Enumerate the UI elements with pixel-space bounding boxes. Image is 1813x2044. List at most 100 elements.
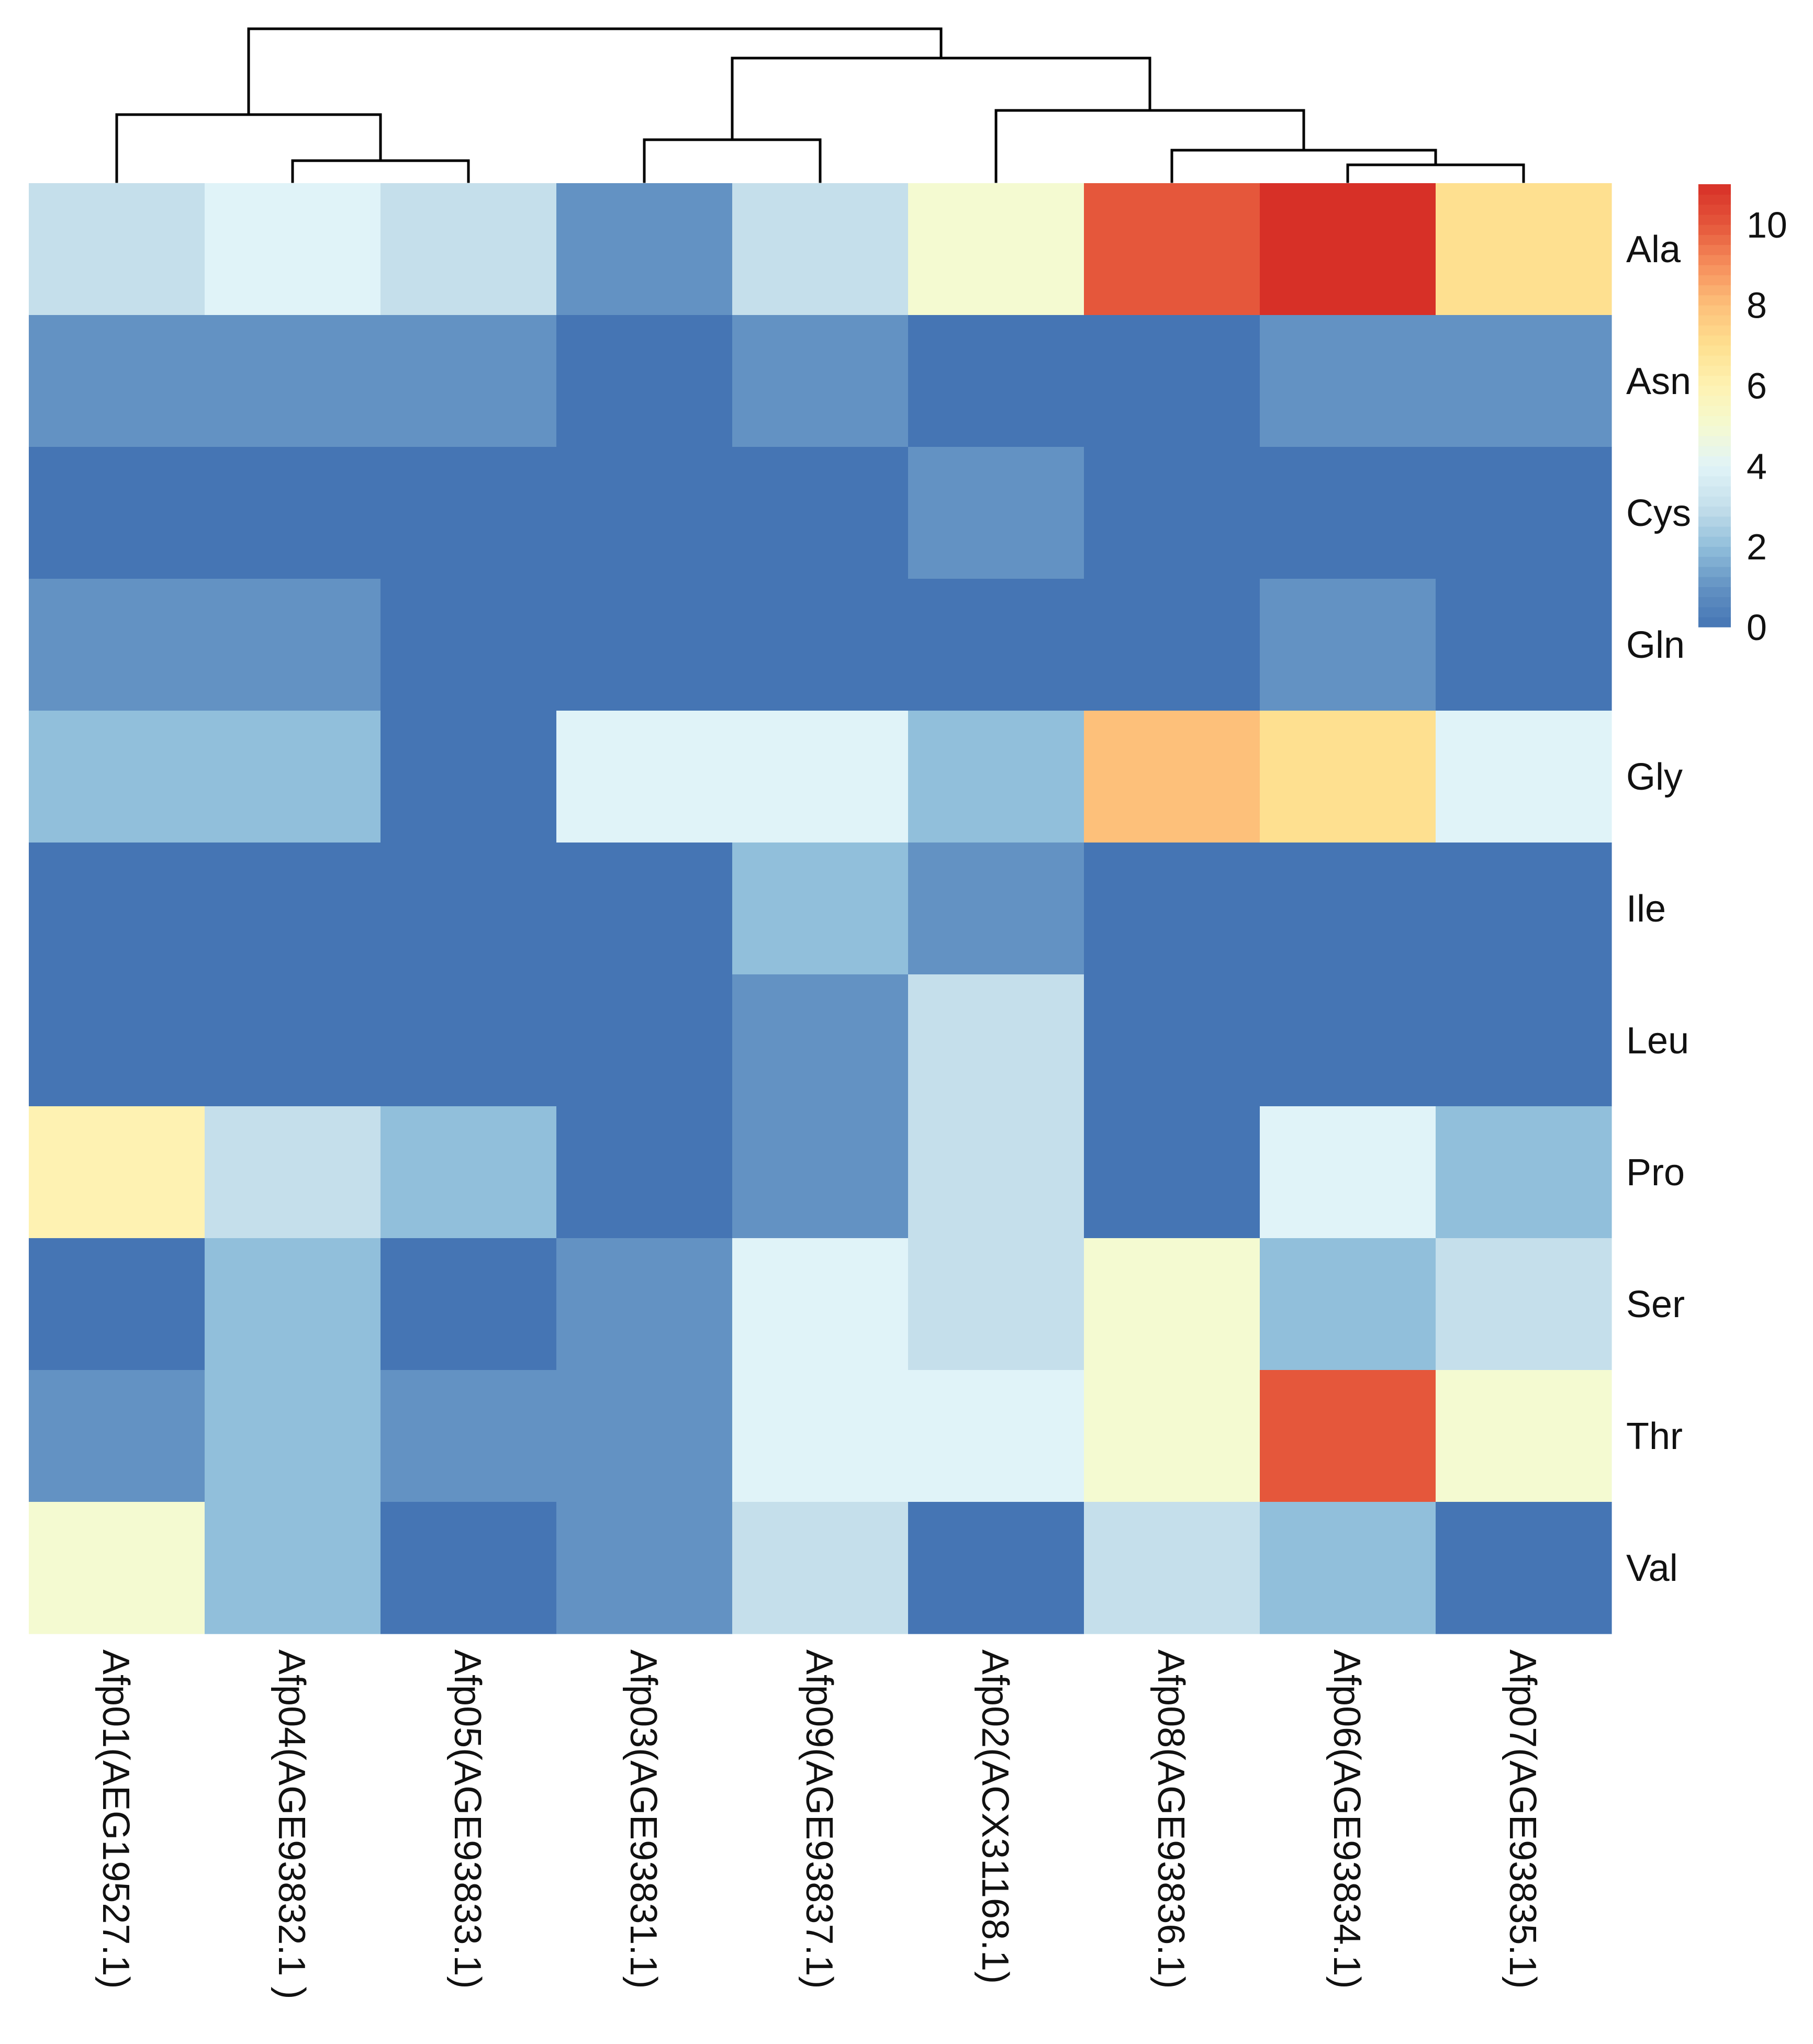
heatmap-cell-leu-5 (732, 974, 909, 1107)
legend-color-step (1698, 415, 1731, 426)
heatmap-cell-pro-9 (1436, 1106, 1612, 1239)
heatmap-cell-asn-5 (732, 315, 909, 447)
heatmap-cell-gly-1 (29, 711, 205, 843)
heatmap-cell-val-5 (732, 1502, 909, 1634)
legend-color-step (1698, 234, 1731, 245)
column-label: Afp02(ACX31168.1) (974, 1649, 1016, 1984)
heatmap-cell-ser-3 (380, 1238, 557, 1371)
heatmap-cell-thr-2 (205, 1370, 381, 1502)
legend-color-step (1698, 305, 1731, 316)
legend-color-step (1698, 345, 1731, 356)
heatmap-cell-val-7 (1084, 1502, 1260, 1634)
heatmap-cell-ala-4 (556, 183, 733, 316)
heatmap-cell-gln-4 (556, 579, 733, 711)
legend-color-step (1698, 425, 1731, 436)
row-label: Cys (1626, 492, 1691, 534)
dendrogram-branch (247, 27, 943, 116)
legend-color-step (1698, 214, 1731, 225)
color-legend: 0 2 4 6 8 10 (1698, 184, 1787, 648)
heatmap-cell-ser-2 (205, 1238, 381, 1371)
legend-tick-label: 4 (1747, 446, 1767, 487)
legend-color-step (1698, 254, 1731, 265)
legend-color-step (1698, 184, 1731, 195)
row-label: Ile (1626, 888, 1666, 930)
heatmap-cell-pro-4 (556, 1106, 733, 1239)
column-label: Afp08(AGE93836.1) (1150, 1649, 1192, 1989)
heatmap-cell-gln-5 (732, 579, 909, 711)
legend-tick-label: 10 (1747, 205, 1787, 245)
heatmap-cell-ala-7 (1084, 183, 1260, 316)
dendrogram-branch (115, 113, 382, 183)
heatmap-cell-cys-3 (380, 447, 557, 579)
legend-color-step (1698, 556, 1731, 567)
heatmap-cell-thr-8 (1260, 1370, 1436, 1502)
legend-color-step (1698, 546, 1731, 557)
heatmap-cell-leu-1 (29, 974, 205, 1107)
legend-color-step (1698, 466, 1731, 477)
column-label: Afp06(AGE93834.1) (1326, 1649, 1368, 1989)
heatmap-cell-asn-1 (29, 315, 205, 447)
heatmap-cell-ala-9 (1436, 183, 1612, 316)
legend-tick-label: 8 (1747, 285, 1767, 326)
legend-color-step (1698, 476, 1731, 487)
heatmap-cell-gly-7 (1084, 711, 1260, 843)
heatmap-cell-pro-7 (1084, 1106, 1260, 1239)
heatmap-cell-thr-7 (1084, 1370, 1260, 1502)
heatmap-cell-ile-4 (556, 843, 733, 975)
row-label: Pro (1626, 1152, 1685, 1194)
legend-color-step (1698, 576, 1731, 587)
legend-tick-label: 0 (1747, 607, 1767, 648)
color-legend-bar (1698, 184, 1731, 627)
legend-color-step (1698, 516, 1731, 527)
legend-color-step (1698, 526, 1731, 537)
heatmap-cell-pro-6 (908, 1106, 1084, 1239)
heatmap-cell-gly-2 (205, 711, 381, 843)
legend-color-step (1698, 486, 1731, 497)
row-label: Thr (1626, 1416, 1683, 1457)
heatmap-cell-ser-9 (1436, 1238, 1612, 1371)
heatmap-cell-ser-5 (732, 1238, 909, 1371)
heatmap-cell-ile-6 (908, 843, 1084, 975)
heatmap-cell-gly-8 (1260, 711, 1436, 843)
legend-color-step (1698, 435, 1731, 446)
heatmap-cell-cys-9 (1436, 447, 1612, 579)
heatmap-cell-ile-1 (29, 843, 205, 975)
legend-color-step (1698, 375, 1731, 386)
legend-color-step (1698, 385, 1731, 396)
row-label: Ala (1626, 229, 1681, 271)
heatmap-cell-cys-6 (908, 447, 1084, 579)
heatmap-cell-thr-1 (29, 1370, 205, 1502)
legend-color-step (1698, 295, 1731, 306)
heatmap-cell-val-9 (1436, 1502, 1612, 1634)
heatmap-cell-leu-6 (908, 974, 1084, 1107)
heatmap-cell-val-6 (908, 1502, 1084, 1634)
legend-color-step (1698, 607, 1731, 617)
heatmap-cell-pro-5 (732, 1106, 909, 1239)
legend-tick-label: 6 (1747, 366, 1767, 407)
heatmap-cells (29, 183, 1612, 1634)
heatmap-cell-ala-8 (1260, 183, 1436, 316)
legend-color-step (1698, 456, 1731, 467)
heatmap-cell-ile-2 (205, 843, 381, 975)
column-label: Afp05(AGE93833.1) (446, 1649, 488, 1989)
row-label: Ser (1626, 1284, 1685, 1326)
heatmap-cell-ser-7 (1084, 1238, 1260, 1371)
heatmap-cell-leu-8 (1260, 974, 1436, 1107)
heatmap-cell-gln-2 (205, 579, 381, 711)
heatmap-cell-gly-6 (908, 711, 1084, 843)
heatmap-cell-gly-4 (556, 711, 733, 843)
legend-color-step (1698, 536, 1731, 547)
legend-color-step (1698, 204, 1731, 215)
heatmap-cell-thr-3 (380, 1370, 557, 1502)
heatmap-cell-leu-3 (380, 974, 557, 1107)
heatmap-cell-ser-4 (556, 1238, 733, 1371)
column-label: Afp03(AGE93831.1) (622, 1649, 664, 1989)
dendrogram-branch (994, 109, 1305, 183)
color-legend-ticks: 0 2 4 6 8 10 (1747, 205, 1787, 648)
legend-color-step (1698, 315, 1731, 325)
heatmap-cell-asn-4 (556, 315, 733, 447)
heatmap-cell-val-3 (380, 1502, 557, 1634)
heatmap-cell-asn-6 (908, 315, 1084, 447)
legend-color-step (1698, 597, 1731, 608)
